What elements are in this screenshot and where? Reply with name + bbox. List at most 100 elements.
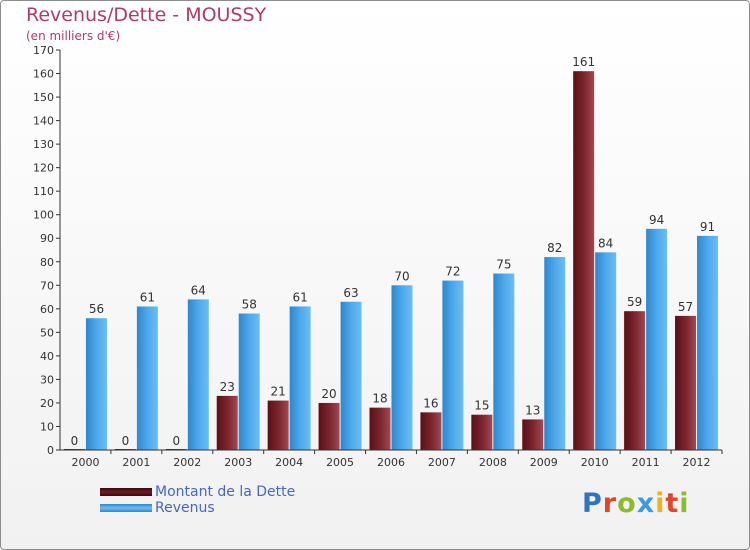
data-label: 15 — [474, 399, 489, 413]
y-tick-label: 140 — [33, 115, 54, 128]
legend-label-revenus: Revenus — [155, 500, 215, 516]
bar-dette — [522, 419, 544, 450]
bar-revenus — [646, 228, 668, 450]
data-label: 63 — [343, 286, 358, 300]
logo-letter: o — [617, 488, 637, 519]
y-tick-label: 80 — [40, 256, 54, 269]
x-tick-label: 2002 — [173, 456, 201, 469]
bar-dette — [420, 412, 442, 450]
bar-revenus — [544, 257, 566, 450]
data-label: 57 — [678, 300, 693, 314]
y-tick-label: 170 — [33, 44, 54, 57]
x-tick-label: 2003 — [224, 456, 252, 469]
bar-revenus — [187, 299, 209, 450]
data-label: 13 — [525, 403, 540, 417]
logo-letter: i — [655, 488, 666, 519]
bar-chart: 0102030405060708090100110120130140150160… — [33, 44, 723, 469]
bar-dette — [216, 395, 238, 450]
x-tick-label: 2010 — [581, 456, 609, 469]
data-label: 84 — [598, 236, 613, 250]
data-label: 21 — [271, 385, 286, 399]
bar-dette — [318, 402, 340, 450]
x-tick-label: 2008 — [479, 456, 507, 469]
bar-revenus — [697, 235, 719, 450]
logo-letter: t — [665, 488, 680, 519]
data-label: 75 — [496, 258, 511, 272]
data-label: 0 — [172, 434, 180, 448]
logo-letter: P — [582, 488, 603, 519]
y-tick-label: 60 — [40, 303, 54, 316]
bar-dette — [267, 400, 289, 450]
y-tick-label: 90 — [40, 232, 54, 245]
x-tick-label: 2004 — [275, 456, 303, 469]
legend-swatch-revenus — [100, 504, 152, 512]
bar-revenus — [85, 318, 107, 450]
y-tick-label: 120 — [33, 162, 54, 175]
y-tick-label: 50 — [40, 326, 54, 339]
y-tick-label: 0 — [47, 444, 54, 457]
data-label: 82 — [547, 241, 562, 255]
y-tick-label: 10 — [40, 420, 54, 433]
bar-revenus — [289, 306, 311, 450]
data-label: 61 — [293, 290, 308, 304]
y-tick-label: 40 — [40, 350, 54, 363]
bar-revenus — [595, 252, 617, 450]
bar-dette — [471, 414, 493, 450]
bar-revenus — [238, 313, 260, 450]
data-label: 0 — [71, 434, 79, 448]
x-tick-label: 2000 — [71, 456, 99, 469]
chart-title: Revenus/Dette - MOUSSY — [26, 4, 267, 26]
legend-label-debt: Montant de la Dette — [155, 484, 296, 500]
data-label: 58 — [242, 298, 257, 312]
y-tick-label: 110 — [33, 185, 54, 198]
data-label: 0 — [122, 434, 130, 448]
data-label: 161 — [572, 55, 595, 69]
y-tick-label: 30 — [40, 373, 54, 386]
y-tick-label: 150 — [33, 91, 54, 104]
y-tick-label: 100 — [33, 209, 54, 222]
data-label: 18 — [372, 392, 387, 406]
bar-dette — [573, 71, 595, 451]
x-tick-label: 2005 — [326, 456, 354, 469]
logo-letter: x — [636, 488, 656, 519]
proxiti-logo: Proxiti — [582, 488, 690, 519]
bar-revenus — [136, 306, 158, 450]
data-label: 20 — [321, 387, 336, 401]
logo-letter: r — [602, 488, 618, 519]
y-tick-label: 130 — [33, 138, 54, 151]
data-label: 91 — [700, 220, 715, 234]
x-tick-label: 2001 — [122, 456, 150, 469]
data-label: 56 — [89, 302, 104, 316]
bar-revenus — [391, 285, 413, 450]
y-tick-label: 160 — [33, 68, 54, 81]
chart-subtitle: (en milliers d'€) — [26, 29, 121, 43]
x-tick-label: 2007 — [428, 456, 456, 469]
bar-dette — [675, 315, 697, 450]
data-label: 59 — [627, 295, 642, 309]
y-axis: 0 10 20 30 40 50 60 70 80 90 100 110 120 130 140 150 160… — [33, 44, 61, 457]
x-tick-label: 2006 — [377, 456, 405, 469]
data-label: 64 — [191, 283, 206, 297]
y-tick-label: 70 — [40, 279, 54, 292]
bar-revenus — [442, 280, 464, 450]
logo-letter: i — [679, 488, 690, 519]
bar-revenus — [493, 273, 515, 450]
data-label: 23 — [220, 380, 235, 394]
data-labels: 0 56 0 61 0 64 23 58 21 61 20 63 18 70 16 72 15 75 13 82 161… — [71, 55, 716, 448]
y-tick-label: 20 — [40, 397, 54, 410]
data-label: 16 — [423, 396, 438, 410]
data-label: 94 — [649, 213, 664, 227]
bar-revenus — [340, 301, 362, 450]
bars — [63, 71, 719, 451]
x-tick-label: 2009 — [530, 456, 558, 469]
data-label: 70 — [394, 269, 409, 283]
data-label: 61 — [140, 290, 155, 304]
legend-swatch-debt — [100, 488, 152, 496]
data-label: 72 — [445, 265, 460, 279]
bar-dette — [624, 311, 646, 450]
x-tick-label: 2011 — [632, 456, 660, 469]
x-axis: 2000 2001 2002 2003 2004 2005 2006 2007 2008 2009… — [60, 449, 723, 469]
bar-dette — [369, 407, 391, 450]
x-tick-label: 2012 — [683, 456, 711, 469]
